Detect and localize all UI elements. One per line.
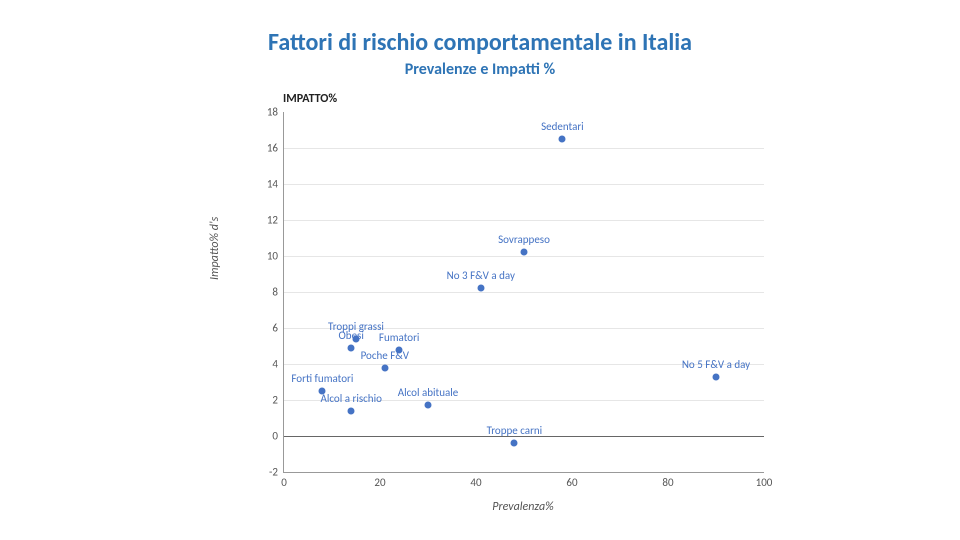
data-point <box>348 344 355 351</box>
gridline <box>284 220 764 221</box>
y-tick-label: 4 <box>272 358 278 371</box>
data-point <box>477 285 484 292</box>
x-tick-label: 20 <box>374 476 385 489</box>
y-tick-label: 16 <box>267 142 278 155</box>
page-subtitle: Prevalenze e Impatti % <box>0 60 960 79</box>
y-tick-label: 8 <box>272 286 278 299</box>
slide: { "title": { "text": "Fattori di rischio… <box>0 0 960 540</box>
x-tick-label: 100 <box>756 476 773 489</box>
x-tick-label: 40 <box>470 476 481 489</box>
x-tick-label: 0 <box>281 476 287 489</box>
gridline <box>284 148 764 149</box>
gridline <box>284 184 764 185</box>
data-point <box>348 407 355 414</box>
data-point-label: Alcol abituale <box>398 386 459 399</box>
gridline <box>284 292 764 293</box>
y-tick-label: 18 <box>267 106 278 119</box>
data-point-label: Troppe carni <box>487 424 543 437</box>
y-tick-label: 10 <box>267 250 278 263</box>
y-tick-label: 12 <box>267 214 278 227</box>
y-axis-title: Impatto% d's <box>208 217 222 280</box>
data-point-label: Fumatori <box>379 331 420 344</box>
data-point-label: Poche F&V <box>361 349 409 362</box>
page-title: Fattori di rischio comportamentale in It… <box>0 28 960 57</box>
y-tick-label: -2 <box>269 466 278 479</box>
y-tick-label: 0 <box>272 430 278 443</box>
data-point <box>511 440 518 447</box>
x-tick-label: 80 <box>662 476 673 489</box>
data-point-label: Sovrappeso <box>498 233 550 246</box>
chart-container: IMPATTO% -2024681012141618020406080100Se… <box>235 84 775 524</box>
data-point-label: No 3 F&V a day <box>447 269 515 282</box>
chart-title: IMPATTO% <box>283 92 337 106</box>
data-point <box>425 402 432 409</box>
plot-area: -2024681012141618020406080100SedentariSo… <box>283 112 764 473</box>
data-point <box>381 364 388 371</box>
y-tick-label: 2 <box>272 394 278 407</box>
data-point-label: No 5 F&V a day <box>682 358 750 371</box>
y-tick-label: 14 <box>267 178 278 191</box>
data-point <box>559 136 566 143</box>
data-point-label: Forti fumatori <box>291 372 353 385</box>
y-tick-label: 6 <box>272 322 278 335</box>
data-point <box>521 249 528 256</box>
x-tick-label: 60 <box>566 476 577 489</box>
data-point-label: Sedentari <box>541 120 584 133</box>
data-point <box>713 373 720 380</box>
gridline <box>284 256 764 257</box>
x-axis-title: Prevalenza% <box>283 500 763 514</box>
data-point-label: Alcol a rischio <box>320 392 381 405</box>
data-point-label: Obesi <box>339 329 364 342</box>
